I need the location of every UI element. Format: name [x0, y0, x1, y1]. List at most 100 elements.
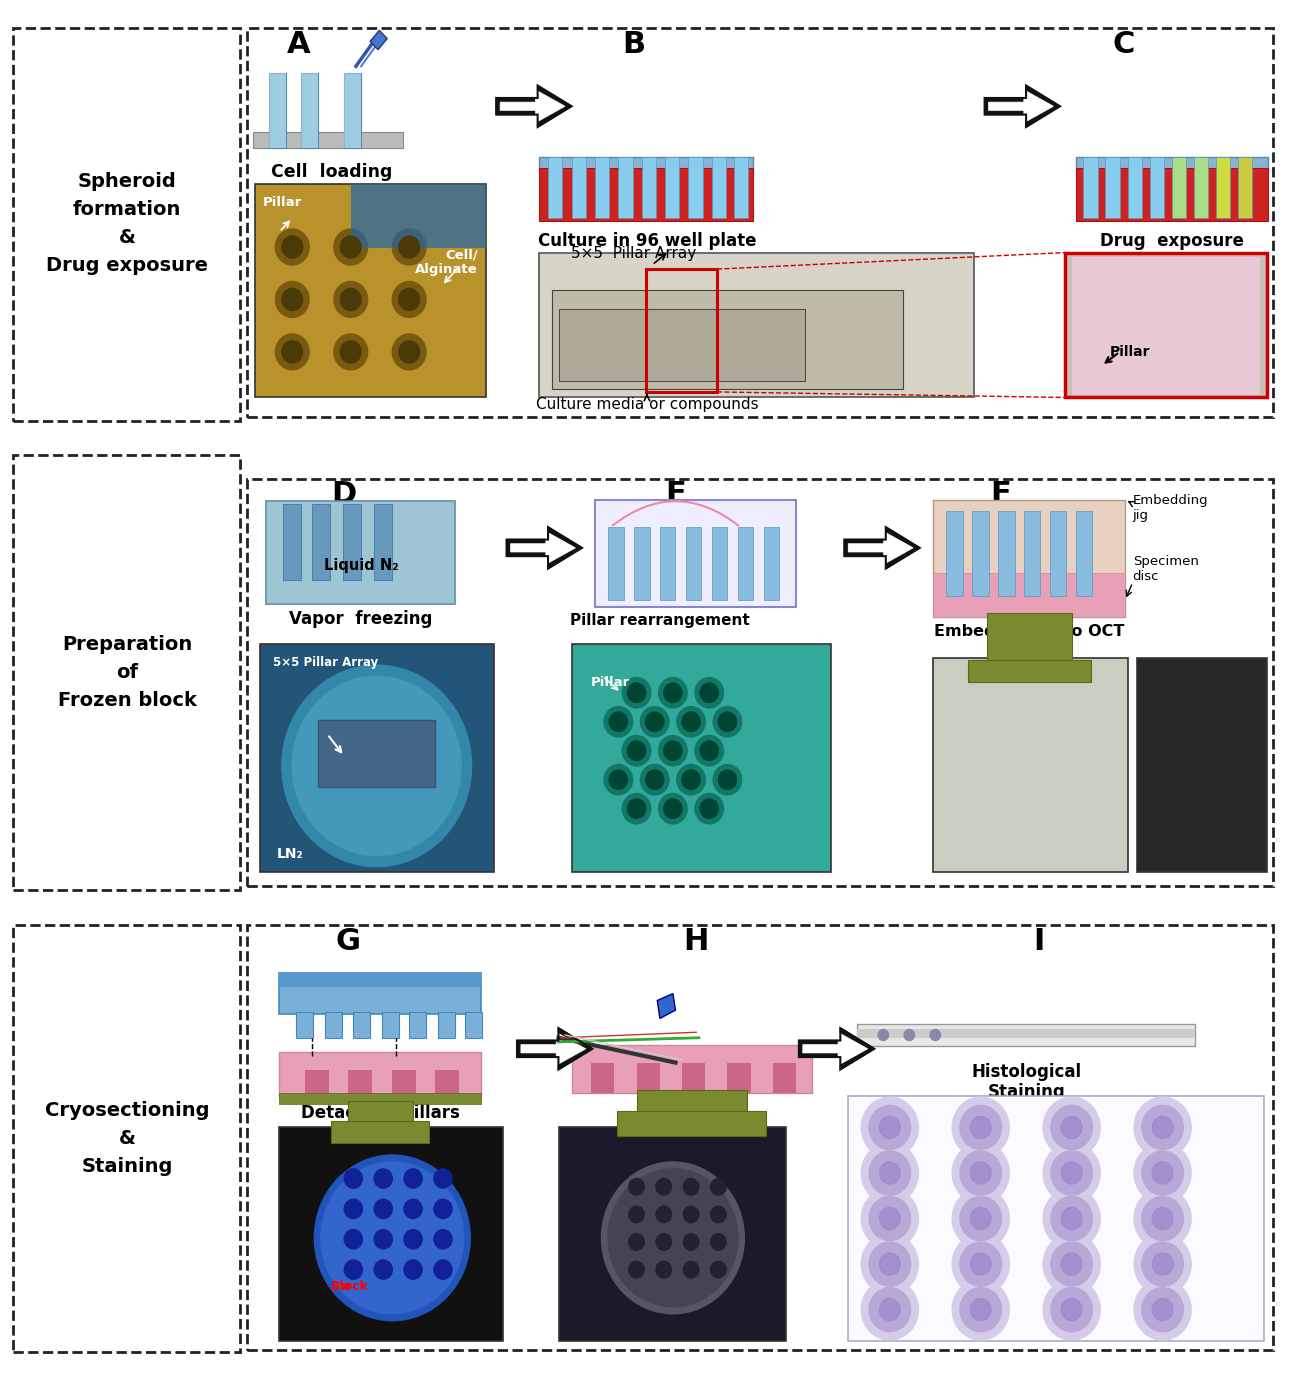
Polygon shape	[370, 30, 387, 50]
FancyBboxPatch shape	[773, 1063, 796, 1093]
FancyBboxPatch shape	[1194, 157, 1208, 218]
Circle shape	[404, 1230, 422, 1249]
Circle shape	[1061, 1116, 1082, 1138]
Circle shape	[952, 1188, 1009, 1249]
FancyBboxPatch shape	[1150, 157, 1164, 218]
Text: Vapor  freezing: Vapor freezing	[290, 610, 433, 628]
Text: D: D	[331, 480, 357, 509]
Circle shape	[1051, 1196, 1092, 1241]
Circle shape	[1134, 1143, 1191, 1203]
Circle shape	[604, 707, 633, 737]
Circle shape	[404, 1199, 422, 1219]
Circle shape	[682, 712, 700, 731]
Circle shape	[879, 1253, 900, 1275]
Circle shape	[334, 282, 368, 317]
FancyBboxPatch shape	[734, 157, 748, 218]
Circle shape	[334, 229, 368, 265]
Circle shape	[434, 1169, 452, 1188]
Circle shape	[861, 1143, 918, 1203]
Text: Pillar: Pillar	[1109, 345, 1151, 359]
Circle shape	[1043, 1188, 1100, 1249]
Circle shape	[664, 799, 682, 818]
FancyBboxPatch shape	[559, 309, 805, 381]
Circle shape	[627, 799, 646, 818]
Circle shape	[344, 1230, 362, 1249]
FancyBboxPatch shape	[548, 157, 562, 218]
FancyBboxPatch shape	[727, 1063, 751, 1093]
Circle shape	[879, 1208, 900, 1230]
FancyBboxPatch shape	[296, 1012, 313, 1038]
FancyBboxPatch shape	[301, 73, 318, 148]
Text: 5×5  Pillar Array: 5×5 Pillar Array	[572, 246, 696, 261]
Circle shape	[659, 793, 687, 824]
Circle shape	[1043, 1143, 1100, 1203]
Circle shape	[1043, 1234, 1100, 1294]
Circle shape	[1152, 1116, 1173, 1138]
Circle shape	[622, 793, 651, 824]
FancyBboxPatch shape	[572, 644, 831, 872]
FancyBboxPatch shape	[325, 1012, 342, 1038]
Circle shape	[292, 676, 461, 856]
Circle shape	[340, 236, 361, 258]
Circle shape	[340, 341, 361, 363]
FancyBboxPatch shape	[1105, 157, 1120, 218]
Text: Culture in 96 well plate: Culture in 96 well plate	[538, 232, 756, 250]
Polygon shape	[521, 1032, 586, 1065]
Circle shape	[713, 765, 742, 795]
Circle shape	[646, 770, 664, 789]
Circle shape	[861, 1188, 918, 1249]
Polygon shape	[496, 86, 572, 127]
Circle shape	[1134, 1188, 1191, 1249]
Circle shape	[344, 1260, 362, 1279]
Circle shape	[695, 736, 724, 766]
Circle shape	[627, 683, 646, 702]
Text: Histological
Staining: Histological Staining	[972, 1063, 1081, 1101]
Circle shape	[1051, 1288, 1092, 1332]
Circle shape	[399, 288, 420, 311]
Circle shape	[629, 1206, 644, 1223]
FancyBboxPatch shape	[343, 504, 361, 580]
FancyBboxPatch shape	[634, 527, 650, 600]
Circle shape	[711, 1179, 726, 1195]
FancyBboxPatch shape	[1076, 157, 1268, 171]
Text: Block: Block	[331, 1281, 369, 1293]
Circle shape	[879, 1116, 900, 1138]
FancyBboxPatch shape	[618, 157, 633, 218]
Circle shape	[275, 282, 309, 317]
FancyBboxPatch shape	[382, 1012, 399, 1038]
Circle shape	[683, 1179, 699, 1195]
Circle shape	[952, 1234, 1009, 1294]
Circle shape	[344, 1199, 362, 1219]
FancyBboxPatch shape	[572, 1045, 812, 1093]
FancyBboxPatch shape	[1083, 157, 1098, 218]
FancyBboxPatch shape	[539, 168, 753, 221]
Text: Embedding
jig: Embedding jig	[1133, 494, 1208, 522]
Circle shape	[1142, 1151, 1183, 1195]
FancyBboxPatch shape	[1238, 157, 1252, 218]
FancyBboxPatch shape	[637, 1063, 660, 1093]
Polygon shape	[500, 90, 565, 123]
Circle shape	[1134, 1234, 1191, 1294]
Polygon shape	[803, 1032, 868, 1065]
FancyBboxPatch shape	[269, 73, 286, 148]
FancyBboxPatch shape	[552, 290, 903, 389]
Text: Spheroid
formation
&
Drug exposure: Spheroid formation & Drug exposure	[47, 172, 208, 275]
Circle shape	[1152, 1208, 1173, 1230]
Circle shape	[604, 765, 633, 795]
Circle shape	[1142, 1196, 1183, 1241]
Circle shape	[659, 678, 687, 708]
Circle shape	[952, 1143, 1009, 1203]
FancyBboxPatch shape	[435, 1070, 459, 1097]
FancyBboxPatch shape	[1128, 157, 1142, 218]
Circle shape	[711, 1234, 726, 1250]
Circle shape	[960, 1105, 1002, 1150]
Circle shape	[656, 1179, 672, 1195]
Text: 5×5 Pillar Array: 5×5 Pillar Array	[273, 656, 378, 668]
Circle shape	[282, 236, 303, 258]
FancyBboxPatch shape	[764, 527, 779, 600]
FancyBboxPatch shape	[712, 157, 726, 218]
FancyBboxPatch shape	[353, 1012, 370, 1038]
Circle shape	[718, 770, 737, 789]
Circle shape	[677, 765, 705, 795]
FancyBboxPatch shape	[968, 660, 1091, 682]
